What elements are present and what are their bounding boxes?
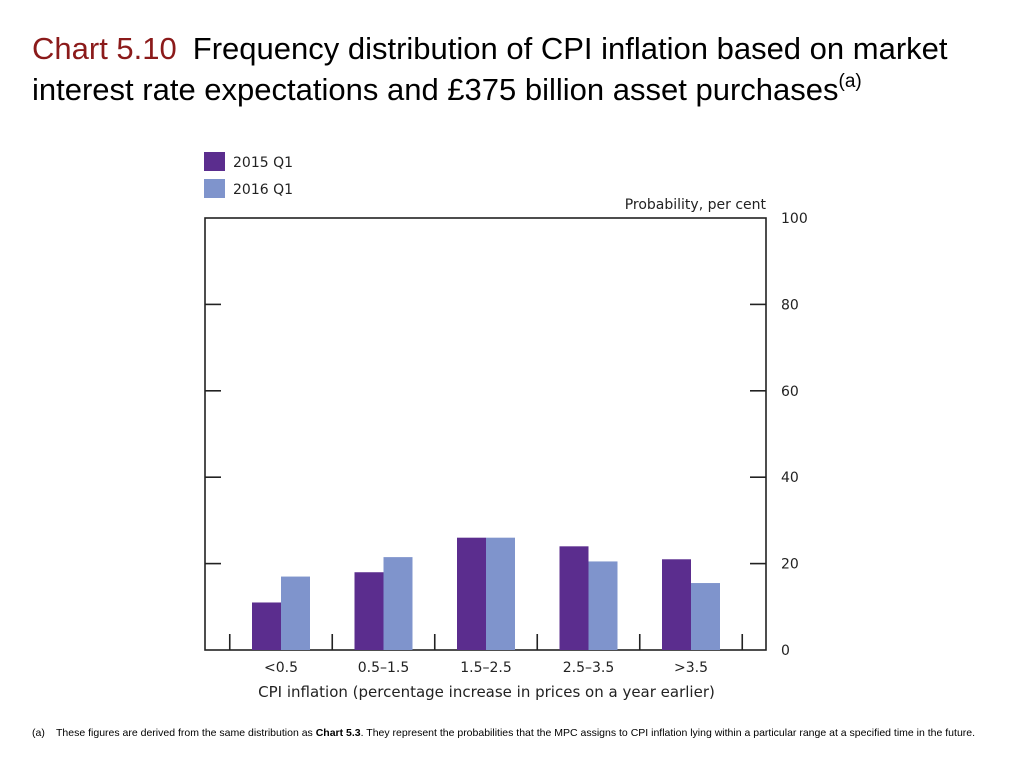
bar (486, 537, 515, 650)
bar (281, 576, 310, 650)
legend: 2015 Q1 2016 Q1 (204, 152, 293, 198)
footnote-text-after: . They represent the probabilities that … (360, 727, 976, 739)
footnote-marker: (a) (32, 727, 45, 739)
bar (691, 583, 720, 650)
legend-swatch (204, 179, 225, 198)
title-note-ref: (a) (838, 71, 862, 92)
x-tick-label: <0.5 (264, 660, 298, 676)
chart-title-text: Frequency distribution of CPI inflation … (32, 31, 948, 107)
legend-label: 2015 Q1 (233, 155, 293, 171)
y-tick-label: 0 (781, 643, 790, 659)
chart-title: Chart 5.10 Frequency distribution of CPI … (32, 28, 992, 110)
footnote-body: These figures are derived from the same … (56, 727, 982, 740)
bar (588, 561, 618, 650)
bar (252, 602, 281, 650)
chart-number: Chart 5.10 (32, 31, 177, 66)
bar (383, 557, 413, 650)
x-axis-title: CPI inflation (percentage increase in pr… (258, 683, 715, 701)
legend-label: 2016 Q1 (233, 182, 293, 198)
bar (457, 537, 486, 650)
x-tick-label: 1.5–2.5 (460, 660, 512, 676)
bar (662, 559, 691, 650)
y-tick-label: 20 (781, 557, 799, 573)
x-tick-label: 0.5–1.5 (358, 660, 410, 676)
y-tick-label: 40 (781, 470, 799, 486)
footnote-text-before: These figures are derived from the same … (56, 727, 316, 739)
y-tick-label: 80 (781, 297, 799, 313)
legend-swatch (204, 152, 225, 171)
bar (354, 572, 384, 650)
footnote: (a) These figures are derived from the s… (32, 727, 982, 740)
x-tick-label: 2.5–3.5 (563, 660, 615, 676)
y-tick-label: 100 (781, 211, 808, 227)
footnote-chart-ref: Chart 5.3 (315, 727, 361, 739)
bar-chart: 2015 Q1 2016 Q1 0 20 40 60 80 100 Probability, … (204, 152, 808, 701)
x-tick-label: >3.5 (674, 660, 708, 676)
y-tick-label: 60 (781, 384, 799, 400)
y-axis-title: Probability, per cent (625, 197, 767, 213)
plot-area: 0 20 40 60 80 100 Probability, per cent <0.5 0.5… (204, 197, 808, 701)
bar (559, 546, 589, 650)
